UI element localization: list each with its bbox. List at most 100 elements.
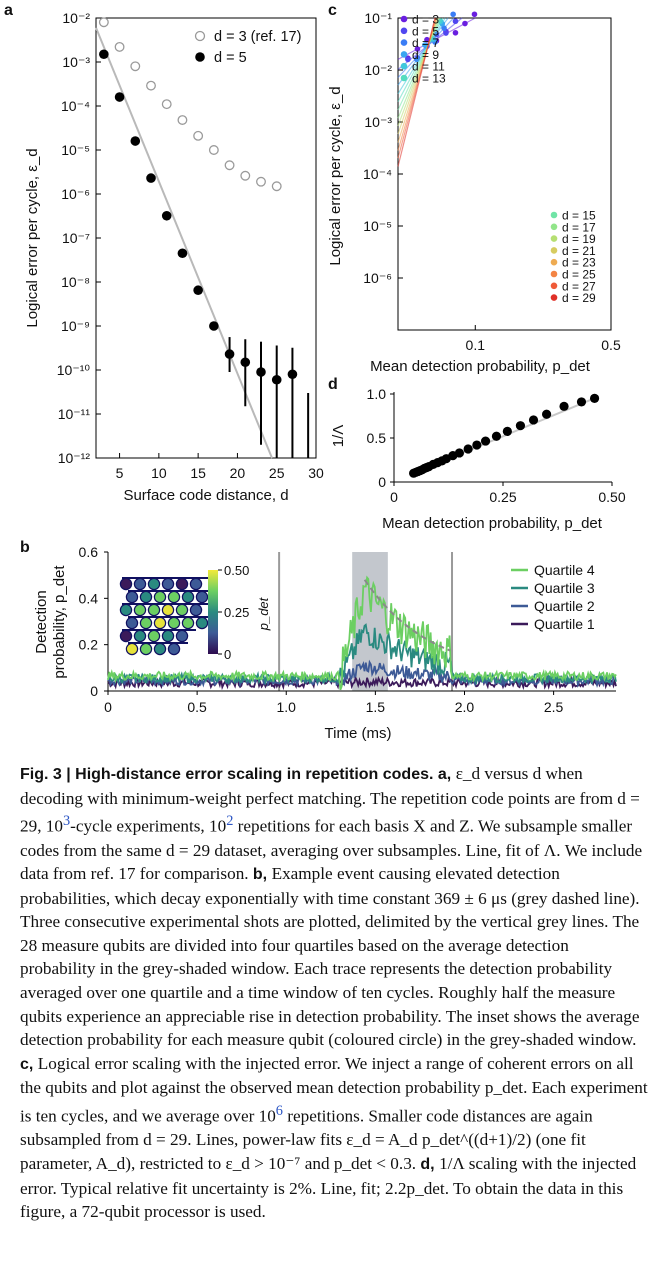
a-point-d5 (99, 49, 109, 60)
d-point (491, 431, 502, 441)
a-point-ref17 (208, 145, 219, 155)
figure: a c d b 10⁻² 10⁻³ 10⁻⁴ 10⁻⁵ 10⁻⁶ 10⁻⁷ 10⁻⁸ 10⁻⁹… (4, 2, 626, 742)
b-ytick-label: 0 (90, 683, 98, 699)
c-legend-label: d = 15 (562, 209, 596, 223)
c-fit-line (397, 17, 436, 167)
d-xtick-label: 0.25 (489, 489, 516, 505)
c-ytick-label: 10⁻² (364, 62, 392, 78)
b-decay-fit (363, 579, 451, 652)
c-legend-label: d = 3 (412, 13, 439, 27)
inset-qubit (125, 616, 139, 630)
d-ytick-label: 0.5 (367, 430, 387, 446)
a-ytick-label: 10⁻³ (62, 54, 90, 70)
a-point-d5 (287, 369, 298, 380)
c-legend-marker (550, 294, 558, 301)
a-point-ref17 (146, 80, 156, 91)
b-ytick-label: 0.2 (79, 637, 99, 653)
panel-d-chart: 0 0.25 0.50 0 0.5 1.0 Mean detection probabil… (330, 386, 626, 532)
c-legend-marker (550, 247, 558, 254)
qubit-map-inset (119, 577, 216, 656)
a-ytick-label: 10⁻⁷ (62, 230, 90, 246)
a-point-d5 (161, 210, 172, 221)
caption-a-text-3: repetitions for each basis X and Z. We s… (20, 816, 643, 884)
panel-c-xticks: 0.1 0.5 (466, 325, 621, 353)
inset-qubit (119, 603, 133, 617)
c-point (414, 46, 421, 52)
d-point (463, 444, 473, 454)
b-xtick-label: 0.5 (187, 699, 207, 715)
panel-c-marks (397, 11, 478, 167)
panel-a-xlabel: Surface code distance, d (123, 487, 288, 504)
panel-c-chart: 10⁻¹10⁻²10⁻³10⁻⁴10⁻⁵10⁻⁶ 0.1 0.5 d = 3d =… (327, 10, 621, 375)
colorbar-tick-label: 0.50 (224, 563, 249, 578)
c-legend-marker (400, 27, 408, 35)
caption-a-text-2: -cycle experiments, 10 (70, 816, 227, 836)
c-legend-marker (400, 62, 408, 70)
a-ytick-label: 10⁻¹² (58, 450, 91, 466)
b-xtick-label: 1.0 (277, 699, 297, 715)
inset-qubit (139, 590, 153, 604)
panel-letter-d: d (328, 376, 338, 393)
inset-qubit (167, 590, 181, 604)
a-point-ref17 (256, 176, 266, 187)
a-point-ref17 (130, 61, 141, 72)
panel-b-ylabel-2: probability, p_det (51, 565, 68, 679)
a-point-ref17 (224, 160, 235, 171)
b-legend-label: Quartile 1 (534, 616, 595, 632)
inset-qubit (175, 577, 189, 591)
caption-sup-1: 3 (62, 813, 71, 830)
panel-letter-c: c (328, 2, 337, 19)
b-trace-quartile-2 (107, 659, 617, 689)
c-legend-label: d = 9 (412, 48, 439, 62)
b-xtick-label: 1.5 (366, 699, 386, 715)
a-ytick-label: 10⁻¹¹ (58, 406, 91, 422)
inset-qubit (181, 616, 195, 630)
inset-qubit (161, 629, 175, 643)
panel-c-ylabel: Logical error per cycle, ε_d (327, 86, 344, 265)
inset-qubit (189, 577, 203, 591)
c-legend-label: d = 27 (562, 279, 596, 293)
c-point (471, 11, 478, 18)
c-legend-marker (550, 258, 558, 266)
panel-d-marks (409, 393, 600, 478)
a-point-d5 (240, 357, 251, 368)
panel-a-yticks: 10⁻² 10⁻³ 10⁻⁴ 10⁻⁵ 10⁻⁶ 10⁻⁷ 10⁻⁸ 10⁻⁹ 10⁻¹⁰ 10⁻… (57, 10, 101, 466)
panel-b-ylabel-1: Detection (33, 590, 50, 653)
inset-qubit (161, 577, 175, 591)
b-legend-label: Quartile 4 (534, 562, 595, 578)
c-point (441, 25, 447, 31)
inset-qubit (153, 642, 167, 656)
c-legend-marker (400, 39, 408, 46)
c-ytick-label: 10⁻⁵ (363, 218, 392, 234)
a-point-d5 (224, 349, 235, 359)
panel-a-chart: 10⁻² 10⁻³ 10⁻⁴ 10⁻⁵ 10⁻⁶ 10⁻⁷ 10⁻⁸ 10⁻⁹ 10⁻¹⁰ 10⁻… (24, 10, 324, 504)
inset-qubit (195, 590, 209, 604)
c-legend-marker (400, 15, 408, 23)
inset-qubit (147, 577, 161, 591)
panel-b-chart: 0 0.2 0.4 0.6 0 0.5 1.0 1.5 2.0 2.5 Time (ms) Det… (33, 544, 617, 742)
c-legend-label: d = 17 (562, 220, 596, 234)
inset-qubit (133, 603, 147, 617)
a-xtick-label: 15 (190, 465, 206, 481)
c-ytick-label: 10⁻³ (364, 114, 392, 130)
b-xtick-label: 2.0 (455, 699, 475, 715)
panel-c-yticks: 10⁻¹ 10⁻² 10⁻³ 10⁻⁴ 10⁻⁵ 10⁻⁶ (363, 10, 403, 286)
inset-qubit (139, 616, 153, 630)
inset-qubit (167, 642, 181, 656)
c-ytick-label: 10⁻⁶ (363, 270, 392, 286)
c-legend-marker (400, 51, 408, 58)
inset-qubit (195, 616, 209, 630)
c-point (424, 36, 430, 43)
c-fit-line (397, 17, 449, 86)
a-ytick-label: 10⁻⁸ (61, 274, 90, 290)
a-xtick-label: 10 (151, 465, 167, 481)
c-legend-marker (550, 282, 558, 290)
panel-a-legend-1: d = 3 (ref. 17) (214, 29, 301, 45)
caption-label-d: d, (420, 1155, 440, 1173)
inset-qubit (139, 642, 153, 656)
b-xtick-label: 0 (104, 699, 112, 715)
c-legend-label: d = 5 (412, 24, 439, 38)
c-legend-label: d = 19 (562, 232, 596, 246)
a-point-d5 (177, 248, 188, 259)
d-point (542, 409, 552, 419)
